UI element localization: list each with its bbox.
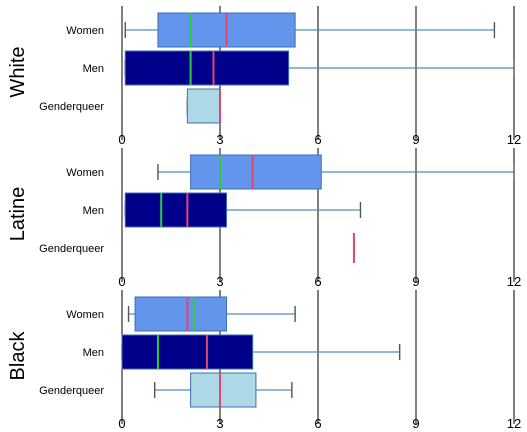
box-body: [186, 88, 221, 124]
tick-label: 0: [118, 416, 125, 431]
category-label: Men: [83, 347, 104, 359]
tick-label: 3: [216, 274, 223, 289]
box-body: [124, 50, 290, 86]
tick-label: 12: [507, 132, 521, 147]
panel-label: Black: [7, 331, 29, 381]
box-body: [190, 372, 257, 408]
box-men: [124, 192, 362, 228]
box-women: [124, 12, 496, 48]
tick-label: 12: [507, 416, 521, 431]
category-label: Women: [66, 309, 104, 321]
box-women: [127, 296, 296, 332]
tick-label: 9: [412, 274, 419, 289]
category-label: Women: [66, 25, 104, 37]
box-body: [134, 296, 228, 332]
box-body: [121, 334, 254, 370]
panel-label: Latine: [7, 187, 29, 242]
category-label: Genderqueer: [39, 243, 104, 255]
box-body: [190, 154, 322, 190]
tick-label: 6: [314, 416, 321, 431]
box-body: [124, 192, 228, 228]
box-women: [157, 154, 515, 190]
panel-latine: Women Men Genderqueer 0 3 6 9 12 Latine: [7, 148, 521, 289]
panel-white: Women Men Genderqueer 0 3 6 9 12 White: [7, 6, 521, 147]
box-men: [124, 50, 515, 86]
tick-label: 0: [118, 274, 125, 289]
category-label: Genderqueer: [39, 385, 104, 397]
category-label: Genderqueer: [39, 101, 104, 113]
tick-label: 9: [412, 132, 419, 147]
box-men: [121, 334, 401, 370]
tick-label: 3: [216, 132, 223, 147]
tick-label: 6: [314, 132, 321, 147]
tick-label: 9: [412, 416, 419, 431]
tick-label: 0: [118, 132, 125, 147]
tick-label: 6: [314, 274, 321, 289]
category-label: Women: [66, 167, 104, 179]
box-genderqueer: [153, 372, 293, 408]
box-genderqueer: [186, 88, 221, 124]
category-label: Men: [83, 63, 104, 75]
tick-label: 12: [507, 274, 521, 289]
panel-label: White: [7, 46, 29, 97]
panel-black: Women Men Genderqueer 0 3 6 9 12 Black: [7, 290, 521, 431]
category-label: Men: [83, 205, 104, 217]
tick-label: 3: [216, 416, 223, 431]
